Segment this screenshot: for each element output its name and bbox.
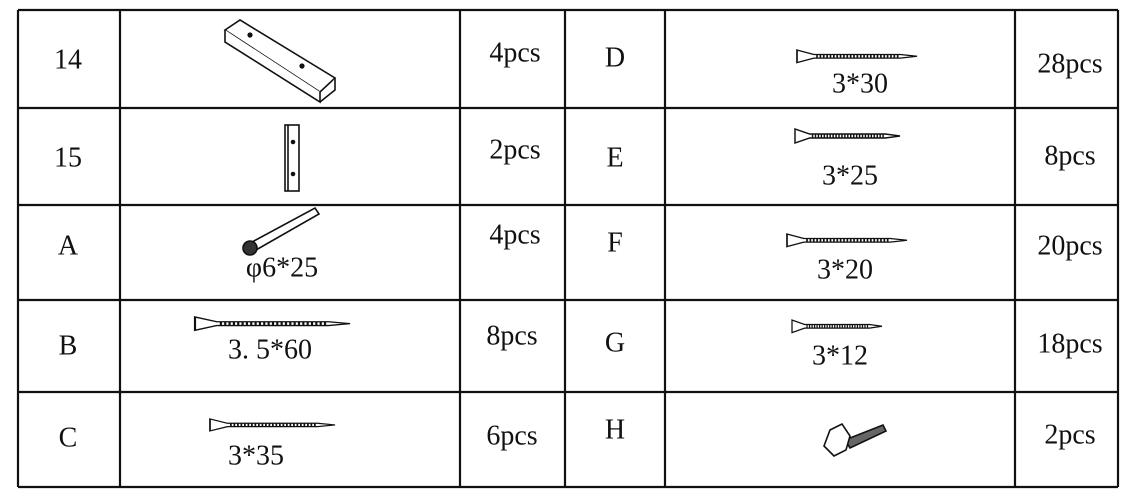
quantity: 20pcs <box>1037 230 1102 261</box>
part-id: D <box>605 42 625 73</box>
part-id: C <box>59 422 78 453</box>
quantity: 4pcs <box>489 37 540 68</box>
part-a-icon <box>242 206 321 256</box>
quantity: 2pcs <box>1044 419 1095 450</box>
part-id: 15 <box>54 142 82 173</box>
part-14-icon <box>223 19 337 104</box>
table-grid <box>16 8 1120 489</box>
part-id: 14 <box>54 44 82 75</box>
size-label: φ6*25 <box>246 252 318 283</box>
size-label: 3*35 <box>228 440 284 471</box>
part-h-icon <box>823 422 888 457</box>
part-id: E <box>606 142 623 173</box>
part-15-icon <box>284 124 300 192</box>
quantity: 8pcs <box>486 320 537 351</box>
part-id: A <box>58 230 79 261</box>
quantity: 18pcs <box>1037 328 1102 359</box>
part-id: F <box>607 227 623 258</box>
size-label: 3*20 <box>817 254 873 285</box>
quantity: 6pcs <box>486 420 537 451</box>
quantity: 2pcs <box>489 134 540 165</box>
part-id: B <box>59 330 78 361</box>
quantity: 4pcs <box>489 219 540 250</box>
size-label: 3*12 <box>812 340 868 371</box>
part-id: G <box>605 327 625 358</box>
size-label: 3*25 <box>822 160 878 191</box>
quantity: 8pcs <box>1044 140 1095 171</box>
quantity: 28pcs <box>1037 48 1102 79</box>
size-label: 3. 5*60 <box>228 334 312 365</box>
part-id: H <box>605 414 625 445</box>
size-label: 3*30 <box>832 68 888 99</box>
